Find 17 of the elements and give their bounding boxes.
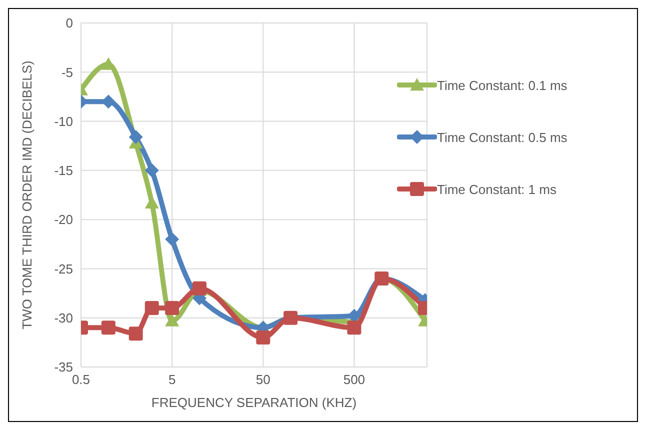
x-tick-label: 5	[168, 372, 176, 388]
y-tick-label: -25	[54, 261, 73, 276]
y-tick-label: 0	[66, 16, 73, 31]
y-tick-label: -5	[61, 64, 73, 80]
y-tick-label: -30	[54, 310, 73, 326]
y-tick-label: -15	[54, 163, 73, 178]
legend-label: Time Constant: 0.5 ms	[437, 130, 568, 144]
x-tick-label: 500	[343, 372, 366, 388]
x-tick-label: 50	[256, 372, 270, 388]
y-tick-label: -20	[54, 212, 73, 228]
legend-label: Time Constant: 0.1 ms	[437, 78, 568, 92]
x-tick-label: 0.5	[72, 372, 90, 388]
y-tick-label: -35	[54, 360, 73, 375]
x-axis-title: FREQUENCY SEPARATION (KHZ)	[151, 395, 357, 410]
y-tick-label: -10	[54, 114, 73, 129]
legend-label: Time Constant: 1 ms	[437, 182, 556, 196]
y-axis-title: TWO TOME THIRD ORDER IMD (DECIBELS)	[20, 60, 35, 330]
